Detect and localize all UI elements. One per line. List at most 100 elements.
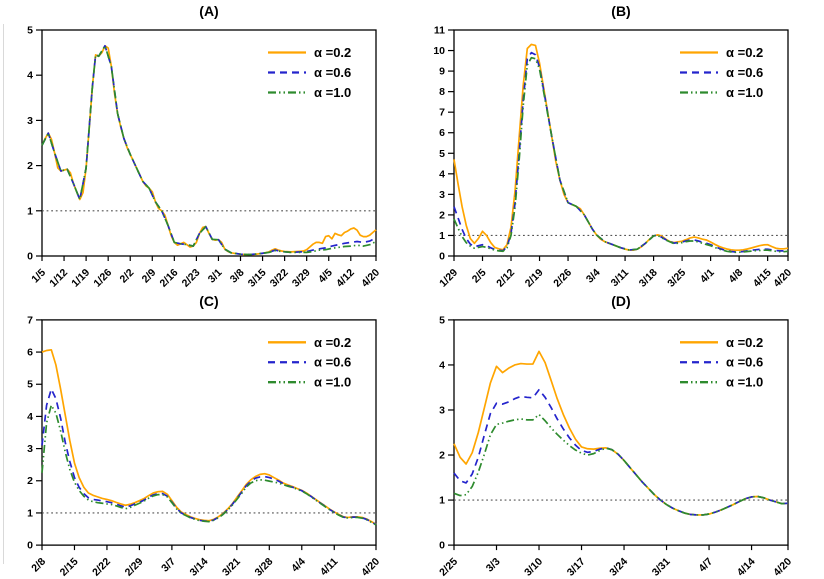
y-tick-label: 7 [27, 315, 33, 326]
x-tick-label: 3/11 [609, 267, 632, 290]
x-tick-label: 2/12 [494, 267, 517, 290]
plot-frame [453, 319, 789, 546]
x-tick-label: 3/10 [523, 556, 545, 578]
chart-svg: (D) 0 1 2 3 4 5 2/25 3/3 3/10 3/17 3/24 3/31 4/7 4/14 4… [438, 293, 794, 579]
x-tick-label: 3/28 [253, 556, 275, 578]
y-tick-label: 10 [433, 45, 445, 57]
y-tick-label: 6 [27, 348, 33, 359]
x-tick-label: 3/29 [290, 267, 313, 290]
y-tick-label: 7 [439, 107, 445, 119]
x-tick-label: 3/17 [565, 556, 587, 578]
legend-item-label: α =1.0 [726, 85, 763, 100]
x-tick-label: 2/29 [123, 556, 145, 578]
y-tick-label: 0 [27, 541, 33, 552]
x-tick-label: 3/24 [608, 556, 630, 578]
x-tick-label: 3/31 [650, 556, 672, 578]
x-tick-label: 2/19 [523, 267, 546, 290]
y-tick-label: 0 [439, 541, 445, 552]
x-tick-label: 4/20 [772, 556, 794, 578]
x-tick-label: 1/12 [47, 267, 70, 290]
y-tick-label: 2 [27, 160, 33, 172]
legend-item-label: α =0.6 [726, 355, 763, 370]
x-tick-label: 2/8 [30, 556, 48, 574]
x-tick-label: 2/2 [118, 267, 137, 286]
x-tick-label: 3/18 [637, 267, 660, 290]
y-tick-label: 5 [27, 25, 33, 37]
legend-item-label: α =0.2 [314, 45, 351, 60]
legend-item-label: α =0.6 [314, 65, 351, 80]
panel-title: (C) [199, 293, 218, 309]
y-tick-label: 3 [439, 405, 445, 416]
x-tick-label: 3/8 [228, 267, 247, 286]
y-tick-label: 0 [27, 251, 33, 263]
x-tick-label: 1/29 [437, 267, 460, 290]
screen-edge-line [3, 24, 4, 564]
x-tick-label: 4/14 [735, 556, 757, 578]
y-tick-label: 1 [439, 496, 445, 507]
y-tick-label: 9 [439, 66, 445, 78]
series-line-dashdot [41, 404, 377, 526]
panel-d: (D) 0 1 2 3 4 5 2/25 3/3 3/10 3/17 3/24 3/31 4/7 4/14 4… [412, 290, 824, 579]
y-tick-label: 5 [27, 380, 33, 391]
legend-item-label: α =1.0 [314, 375, 351, 390]
x-tick-label: 2/16 [158, 267, 181, 290]
y-tick-label: 0 [439, 251, 445, 263]
y-tick-label: 11 [434, 25, 445, 37]
x-tick-label: 3/15 [246, 267, 269, 290]
series-line-dashdot [453, 56, 789, 254]
y-tick-label: 5 [439, 315, 445, 326]
x-tick-label: 2/5 [470, 267, 489, 286]
x-tick-label: 3/3 [485, 556, 503, 574]
x-tick-label: 4/20 [359, 267, 382, 290]
plot-frame [453, 29, 789, 257]
panel-title: (D) [611, 293, 630, 309]
y-tick-label: 4 [27, 412, 33, 423]
x-tick-label: 4/7 [697, 556, 715, 574]
y-tick-label: 1 [27, 508, 33, 519]
y-tick-label: 3 [27, 115, 33, 127]
legend-item-label: α =0.2 [726, 45, 763, 60]
y-tick-label: 4 [439, 168, 445, 180]
legend-item-label: α =0.2 [314, 335, 351, 350]
y-tick-label: 5 [439, 148, 445, 160]
x-tick-label: 4/4 [290, 556, 308, 574]
y-tick-label: 2 [27, 476, 33, 487]
series-line-dashed [453, 51, 789, 253]
x-tick-label: 4/20 [771, 267, 794, 290]
plot-frame [41, 319, 377, 546]
x-tick-label: 3/7 [160, 556, 178, 574]
y-tick-label: 4 [27, 70, 33, 82]
x-tick-label: 2/9 [140, 267, 159, 286]
legend-item-label: α =1.0 [726, 375, 763, 390]
x-tick-label: 3/4 [584, 267, 603, 286]
x-tick-label: 4/8 [726, 267, 745, 286]
chart-svg: (C) 0 1 2 3 4 5 6 7 2/8 2/15 2/22 2/29 3/7 3/14 3/21 3/2… [27, 293, 382, 579]
series-line-dashed [453, 388, 789, 516]
x-tick-label: 4/1 [698, 267, 717, 286]
x-tick-label: 3/1 [206, 267, 225, 286]
x-tick-label: 4/12 [334, 267, 357, 290]
y-tick-label: 4 [439, 360, 445, 371]
x-tick-label: 4/15 [751, 267, 774, 290]
y-tick-label: 8 [439, 86, 445, 98]
panel-c: (C) 0 1 2 3 4 5 6 7 2/8 2/15 2/22 2/29 3/7 3/14 3/21 3/2… [0, 290, 412, 579]
panel-a: (A) 0 1 2 3 4 5 1/5 1/12 1/19 1/26 2/2 2/9 2/16 2/23 3/… [0, 0, 412, 290]
y-tick-label: 2 [439, 451, 445, 462]
legend-item-label: α =0.6 [726, 65, 763, 80]
x-tick-label: 4/5 [316, 267, 335, 286]
x-tick-label: 2/22 [91, 556, 113, 578]
x-tick-label: 1/26 [91, 267, 114, 290]
series-line-dashdot [41, 44, 377, 256]
y-tick-label: 1 [439, 230, 445, 242]
x-tick-label: 3/22 [268, 267, 291, 290]
legend-item-label: α =0.6 [314, 355, 351, 370]
legend-item-label: α =0.2 [726, 335, 763, 350]
panel-title: (A) [199, 3, 218, 19]
y-tick-label: 1 [27, 205, 33, 217]
x-tick-label: 1/19 [69, 267, 92, 290]
y-tick-label: 6 [439, 127, 445, 139]
y-tick-label: 3 [27, 444, 33, 455]
panel-title: (B) [611, 3, 630, 19]
